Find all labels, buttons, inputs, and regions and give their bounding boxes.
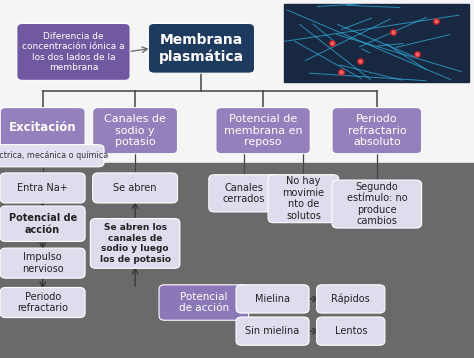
- FancyBboxPatch shape: [236, 285, 309, 313]
- Text: Entra Na+: Entra Na+: [17, 183, 68, 193]
- Text: Mielina: Mielina: [255, 294, 290, 304]
- Text: Periodo
refractario: Periodo refractario: [17, 292, 68, 313]
- FancyBboxPatch shape: [0, 248, 85, 278]
- Text: Excitación: Excitación: [9, 121, 76, 134]
- Text: Segundo
estímulo: no
produce
cambios: Segundo estímulo: no produce cambios: [346, 182, 407, 227]
- Text: Membrana
plasmática: Membrana plasmática: [159, 33, 244, 64]
- FancyBboxPatch shape: [17, 24, 130, 81]
- FancyBboxPatch shape: [317, 285, 385, 313]
- FancyBboxPatch shape: [0, 206, 85, 241]
- Text: Lentos: Lentos: [335, 326, 367, 336]
- FancyBboxPatch shape: [332, 107, 422, 154]
- FancyBboxPatch shape: [332, 180, 422, 228]
- FancyBboxPatch shape: [0, 107, 85, 147]
- Bar: [284, 4, 469, 82]
- Text: Periodo
refractario
absoluto: Periodo refractario absoluto: [347, 114, 406, 147]
- Text: Rápidos: Rápidos: [331, 294, 370, 304]
- FancyBboxPatch shape: [92, 107, 177, 154]
- Text: Potencial de
acción: Potencial de acción: [9, 213, 77, 234]
- FancyBboxPatch shape: [90, 218, 180, 268]
- Bar: [0, 0, 474, 163]
- Text: Se abren: Se abren: [113, 183, 157, 193]
- Text: Potencial de
membrana en
reposo: Potencial de membrana en reposo: [224, 114, 302, 147]
- Text: Sin mielina: Sin mielina: [246, 326, 300, 336]
- FancyBboxPatch shape: [209, 175, 279, 212]
- Text: Impulso
nervioso: Impulso nervioso: [22, 252, 64, 274]
- FancyBboxPatch shape: [236, 317, 309, 345]
- Bar: [0, 163, 474, 358]
- Text: Canales de
sodio y
potasio: Canales de sodio y potasio: [104, 114, 166, 147]
- Text: Diferencia de
concentración iónica a
los dos lados de la
membrana: Diferencia de concentración iónica a los…: [22, 32, 125, 72]
- FancyBboxPatch shape: [148, 24, 255, 73]
- FancyBboxPatch shape: [159, 285, 248, 320]
- FancyBboxPatch shape: [92, 173, 177, 203]
- FancyBboxPatch shape: [317, 317, 385, 345]
- FancyBboxPatch shape: [0, 145, 104, 167]
- FancyBboxPatch shape: [0, 287, 85, 318]
- Text: No hay
movimie
nto de
solutos: No hay movimie nto de solutos: [283, 176, 324, 221]
- FancyBboxPatch shape: [0, 173, 85, 203]
- Text: Potencial
de acción: Potencial de acción: [179, 292, 229, 313]
- FancyBboxPatch shape: [268, 175, 338, 223]
- Text: Eléctrica, mecánica o química: Eléctrica, mecánica o química: [0, 151, 108, 160]
- Text: Canales
cerrados: Canales cerrados: [223, 183, 265, 204]
- Text: Se abren los
canales de
sodio y luego
los de potasio: Se abren los canales de sodio y luego lo…: [100, 223, 171, 263]
- FancyBboxPatch shape: [216, 107, 310, 154]
